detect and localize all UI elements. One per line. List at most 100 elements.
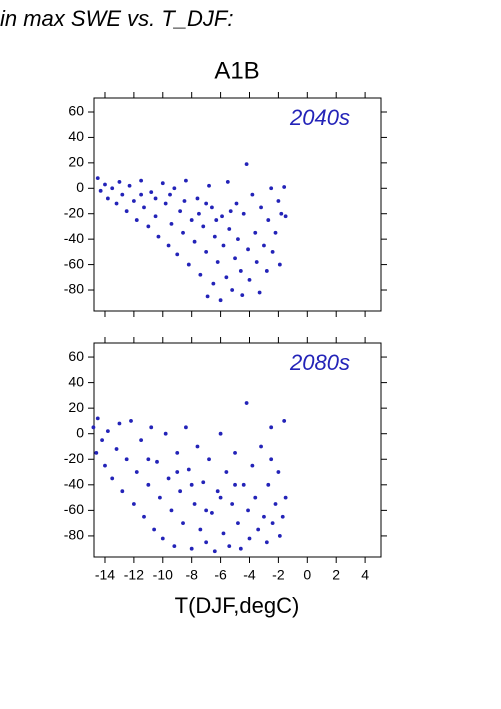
x-axis-label: T(DJF,degC) xyxy=(175,593,300,618)
point xyxy=(264,269,269,273)
point xyxy=(276,199,281,203)
y-tick-label: 0 xyxy=(76,424,84,440)
point xyxy=(283,214,288,219)
y-tick-label: 40 xyxy=(68,128,84,144)
point xyxy=(114,201,119,206)
point xyxy=(236,521,240,526)
point xyxy=(269,186,274,191)
point xyxy=(160,536,165,541)
point xyxy=(212,234,217,239)
point xyxy=(250,463,255,468)
point xyxy=(282,185,287,189)
point xyxy=(227,227,232,231)
point xyxy=(169,508,174,513)
point xyxy=(189,546,194,551)
point xyxy=(169,221,174,226)
point xyxy=(186,467,191,472)
point xyxy=(152,527,157,532)
point xyxy=(220,214,224,219)
point xyxy=(181,230,185,235)
point xyxy=(215,260,220,264)
point xyxy=(233,450,237,455)
x-tick-label: -2 xyxy=(272,567,285,583)
point xyxy=(189,218,194,222)
point xyxy=(230,502,235,506)
point xyxy=(230,288,235,292)
y-tick-label: -20 xyxy=(64,450,84,466)
point xyxy=(178,209,183,214)
point xyxy=(205,294,210,299)
point xyxy=(163,431,168,436)
point xyxy=(247,536,252,541)
point xyxy=(131,199,136,203)
point xyxy=(105,429,110,434)
point xyxy=(139,178,144,183)
point xyxy=(120,489,125,494)
point xyxy=(134,218,139,222)
point xyxy=(117,421,122,426)
y-tick-label: -80 xyxy=(64,281,84,297)
point xyxy=(192,502,197,506)
point xyxy=(218,495,223,500)
point xyxy=(124,209,129,214)
y-tick-label: 20 xyxy=(68,154,84,170)
point xyxy=(114,447,119,451)
point xyxy=(153,196,158,201)
point xyxy=(204,201,209,206)
point xyxy=(117,180,122,184)
x-tick-label: 0 xyxy=(303,567,311,583)
point xyxy=(172,544,177,549)
chart-subtitle: A1B xyxy=(214,57,259,84)
point xyxy=(262,514,266,519)
point xyxy=(103,182,107,187)
point xyxy=(153,214,158,219)
point xyxy=(160,181,165,186)
x-tick-label: 4 xyxy=(361,567,369,583)
point xyxy=(270,521,275,526)
point xyxy=(236,237,240,242)
point xyxy=(131,502,136,506)
y-tick-label: 60 xyxy=(68,103,84,119)
x-tick-label: 2 xyxy=(332,567,340,583)
point xyxy=(269,425,274,430)
point xyxy=(134,470,139,474)
point xyxy=(254,260,259,264)
point xyxy=(218,298,223,303)
point xyxy=(253,230,258,235)
point xyxy=(241,482,246,487)
point xyxy=(257,290,262,295)
point xyxy=(277,262,282,267)
point xyxy=(142,514,146,519)
point xyxy=(127,183,132,188)
point xyxy=(250,192,255,197)
y-tick-label: -20 xyxy=(64,204,84,220)
point xyxy=(149,190,154,195)
point xyxy=(146,457,151,462)
point xyxy=(100,438,104,442)
point xyxy=(221,243,226,248)
point xyxy=(182,199,187,203)
point xyxy=(276,470,281,474)
point xyxy=(228,209,233,214)
point xyxy=(214,218,219,222)
point xyxy=(240,293,245,298)
point xyxy=(264,540,269,545)
point xyxy=(241,211,246,216)
panel-label: 2040s xyxy=(289,105,350,130)
point xyxy=(95,176,100,181)
plot-frame xyxy=(93,97,382,312)
point xyxy=(218,431,223,436)
point xyxy=(146,224,151,229)
point xyxy=(149,425,154,430)
point xyxy=(175,470,180,474)
point xyxy=(178,489,183,494)
x-tick-label: -12 xyxy=(124,567,144,583)
x-tick-label: -6 xyxy=(214,567,227,583)
y-tick-label: 40 xyxy=(68,373,84,389)
point xyxy=(233,482,237,487)
point xyxy=(195,196,200,201)
point xyxy=(273,230,278,235)
point xyxy=(155,459,159,464)
y-tick-label: -40 xyxy=(64,476,84,492)
y-tick-label: -60 xyxy=(64,501,84,517)
